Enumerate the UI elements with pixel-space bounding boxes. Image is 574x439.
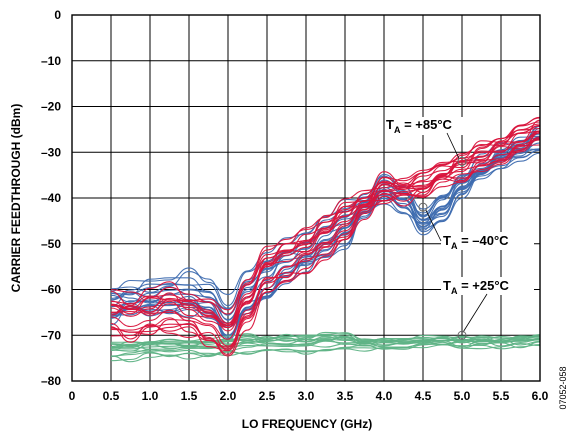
- series-line: [110, 127, 541, 307]
- series-line: [110, 342, 541, 363]
- x-tick-label: 1.5: [181, 389, 198, 403]
- x-tick-label: 5.5: [493, 389, 510, 403]
- x-tick-label: 5.0: [454, 389, 471, 403]
- series-line: [110, 335, 541, 352]
- annotation-leader: [425, 209, 442, 242]
- y-tick-label: –50: [41, 237, 61, 251]
- series-line: [110, 136, 541, 348]
- y-tick-label: –30: [41, 145, 61, 159]
- annotation-marker: [457, 156, 467, 166]
- x-tick-label: 4.5: [415, 389, 432, 403]
- annotation-background: [385, 117, 466, 135]
- y-tick-label: –60: [41, 283, 61, 297]
- annotation-leader: [462, 293, 488, 333]
- annotation-leader: [446, 132, 460, 159]
- series-label: TA = –40°C: [443, 233, 509, 251]
- y-tick-label: –40: [41, 191, 61, 205]
- x-tick-labels: 0 0.5 1.0 1.5 2.0 2.5 3.0 3.5 4.0 4.5 5.0 5.5 6.0: [69, 389, 549, 403]
- annotation-marker: [418, 202, 428, 212]
- plot-border: [71, 14, 541, 382]
- plot-frame: [71, 14, 541, 382]
- x-axis-title: LO FREQUENCY (GHz): [242, 417, 372, 431]
- series-line: [110, 338, 541, 352]
- y-tick-label: –20: [41, 100, 61, 114]
- x-tick-label: 0: [69, 389, 76, 403]
- y-axis-title: CARRIER FEEDTHROUGH (dBm): [9, 104, 23, 293]
- series-line: [110, 138, 541, 347]
- x-tick-label: 6.0: [532, 389, 549, 403]
- series-line: [110, 341, 541, 358]
- y-tick-label: –10: [41, 54, 61, 68]
- grid: [71, 14, 541, 382]
- series-line: [110, 149, 541, 338]
- y-tick-label: –80: [41, 374, 61, 388]
- annotation-marker: [457, 330, 467, 340]
- y-tick-labels: 0 –10 –20 –30 –40 –50 –60 –70 –80: [41, 8, 61, 388]
- series-line: [110, 121, 541, 327]
- x-tick-label: 1.0: [142, 389, 159, 403]
- series-lines: [110, 116, 541, 363]
- series-line: [110, 338, 541, 358]
- series-line: [110, 132, 541, 329]
- x-tick-label: 2.5: [259, 389, 276, 403]
- series-line: [110, 331, 541, 344]
- x-tick-label: 0.5: [103, 389, 120, 403]
- x-tick-label: 3.5: [337, 389, 354, 403]
- series-group: [110, 116, 541, 357]
- series-line: [110, 130, 541, 325]
- series-group: [110, 331, 541, 363]
- x-tick-label: 4.0: [376, 389, 393, 403]
- y-tick-label: –70: [41, 328, 61, 342]
- y-tick-label: 0: [54, 8, 61, 22]
- series-line: [110, 130, 541, 352]
- figure-id: 07052-058: [558, 366, 568, 409]
- series-line: [110, 117, 541, 324]
- x-tick-label: 2.0: [220, 389, 237, 403]
- series-label: TA = +25°C: [443, 278, 510, 296]
- series-line: [110, 123, 541, 328]
- series-label: TA = +85°C: [386, 117, 453, 135]
- series-line: [110, 125, 541, 311]
- series-line: [110, 338, 541, 350]
- annotation-background: [441, 277, 534, 295]
- x-tick-label: 3.0: [298, 389, 315, 403]
- annotation-background: [441, 232, 534, 250]
- annotations: TA = +85°C TA = –40°C TA = +25°C: [385, 117, 534, 340]
- series-line: [110, 132, 541, 355]
